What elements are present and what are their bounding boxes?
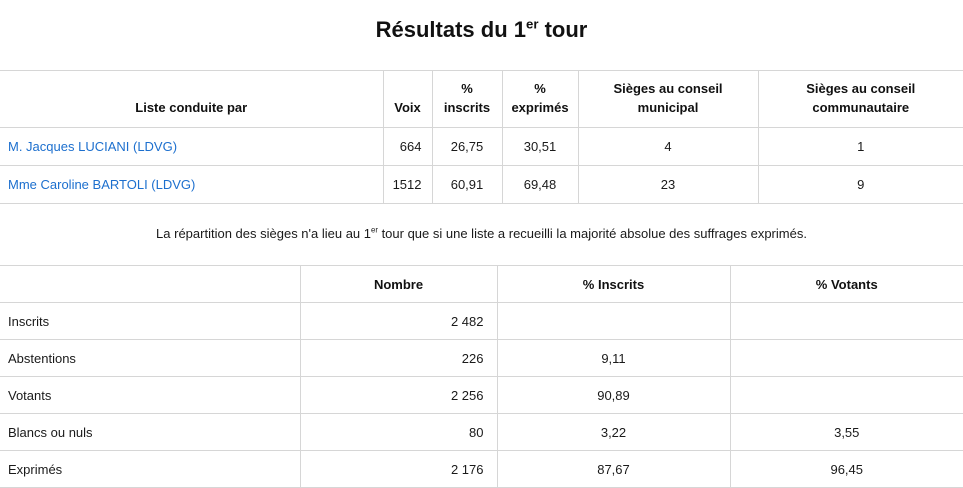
participation-table: Nombre % Inscrits % Votants Inscrits 2 4… [0, 265, 963, 488]
pct-exprimes-cell: 69,48 [501, 165, 579, 204]
stat-pct-votants [729, 302, 963, 340]
stat-nombre: 2 256 [299, 376, 498, 414]
col-header-pct-inscrits: % Inscrits [496, 265, 731, 303]
page-title-text: Résultats du 1 [375, 17, 526, 42]
sieges-communautaire-cell: 9 [757, 165, 963, 204]
stat-pct-votants: 96,45 [729, 450, 963, 488]
stats-row: Blancs ou nuls 80 3,22 3,55 [0, 413, 963, 451]
col-header-pct-inscrits: % inscrits [431, 70, 503, 128]
col-header-nombre: Nombre [299, 265, 498, 303]
stats-row: Votants 2 256 90,89 [0, 376, 963, 414]
candidate-link[interactable]: Mme Caroline BARTOLI (LDVG) [8, 177, 196, 192]
page-title-suffix: tour [538, 17, 588, 42]
stat-pct-inscrits: 3,22 [496, 413, 731, 451]
page-title-superscript: er [526, 16, 539, 32]
stats-row: Abstentions 226 9,11 [0, 339, 963, 377]
stat-pct-inscrits [496, 302, 731, 340]
page-title: Résultats du 1er tour [0, 15, 963, 45]
voix-cell: 1512 [382, 165, 433, 204]
col-header-blank [0, 265, 301, 303]
sieges-communautaire-cell: 1 [757, 127, 963, 166]
stat-pct-inscrits: 87,67 [496, 450, 731, 488]
seat-allocation-note: La répartition des sièges n'a lieu au 1e… [156, 225, 807, 241]
pct-inscrits-cell: 60,91 [431, 165, 503, 204]
stat-nombre: 2 482 [299, 302, 498, 340]
pct-inscrits-cell: 26,75 [431, 127, 503, 166]
col-header-pct-exprimes: % exprimés [501, 70, 579, 128]
results-header-row: Liste conduite par Voix % inscrits % expri… [0, 70, 963, 128]
stat-pct-inscrits: 9,11 [496, 339, 731, 377]
stat-pct-votants [729, 339, 963, 377]
stats-header-row: Nombre % Inscrits % Votants [0, 265, 963, 303]
col-header-liste: Liste conduite par [0, 70, 384, 128]
col-header-voix: Voix [382, 70, 433, 128]
stat-nombre: 226 [299, 339, 498, 377]
sieges-municipal-cell: 4 [577, 127, 759, 166]
stat-label: Exprimés [0, 450, 301, 488]
stat-label: Votants [0, 376, 301, 414]
candidate-cell: Mme Caroline BARTOLI (LDVG) [0, 165, 384, 204]
stat-nombre: 2 176 [299, 450, 498, 488]
col-header-pct-votants: % Votants [729, 265, 963, 303]
stat-pct-votants: 3,55 [729, 413, 963, 451]
candidate-cell: M. Jacques LUCIANI (LDVG) [0, 127, 384, 166]
stat-label: Blancs ou nuls [0, 413, 301, 451]
stat-label: Inscrits [0, 302, 301, 340]
stat-label: Abstentions [0, 339, 301, 377]
col-header-sieges-communautaire: Sièges au conseil communautaire [757, 70, 963, 128]
results-table: Liste conduite par Voix % inscrits % expri… [0, 70, 963, 204]
note-superscript: er [371, 225, 378, 235]
stats-row: Exprimés 2 176 87,67 96,45 [0, 450, 963, 488]
results-row: Mme Caroline BARTOLI (LDVG) 1512 60,91 6… [0, 165, 963, 204]
results-row: M. Jacques LUCIANI (LDVG) 664 26,75 30,5… [0, 127, 963, 166]
candidate-link[interactable]: M. Jacques LUCIANI (LDVG) [8, 139, 178, 154]
voix-cell: 664 [382, 127, 433, 166]
stat-nombre: 80 [299, 413, 498, 451]
sieges-municipal-cell: 23 [577, 165, 759, 204]
pct-exprimes-cell: 30,51 [501, 127, 579, 166]
stat-pct-inscrits: 90,89 [496, 376, 731, 414]
col-header-sieges-municipal: Sièges au conseil municipal [577, 70, 759, 128]
stats-row: Inscrits 2 482 [0, 302, 963, 340]
stat-pct-votants [729, 376, 963, 414]
